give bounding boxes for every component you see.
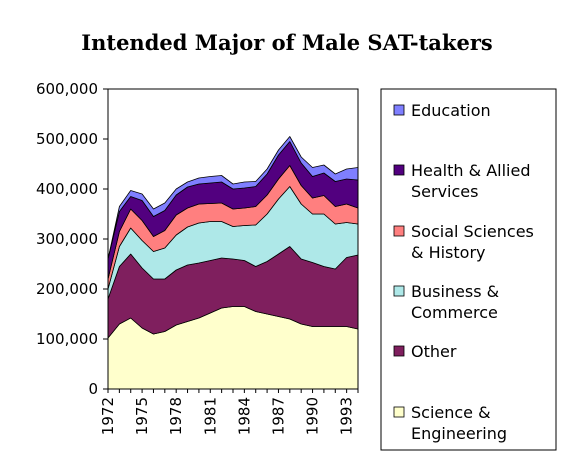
legend: Education Health & Allied Services Social S… (380, 88, 557, 451)
legend-swatch-health-allied-services (393, 164, 405, 176)
legend-label-social-sciences-history: & History (411, 243, 485, 262)
y-tick-label: 600,000 (36, 80, 98, 98)
legend-swatch-other (393, 345, 405, 357)
legend-swatch-business-commerce (393, 285, 405, 297)
y-tick-label: 100,000 (36, 330, 98, 348)
legend-swatch-science-engineering (393, 406, 405, 418)
legend-label-science-engineering: Science & (411, 403, 491, 422)
y-tick-label: 400,000 (36, 180, 98, 198)
legend-label-social-sciences-history: Social Sciences (411, 222, 534, 241)
legend-label-business-commerce: Business & (411, 282, 499, 301)
y-tick-label: 500,000 (36, 130, 98, 148)
chart-title: Intended Major of Male SAT-takers (81, 30, 492, 55)
legend-label-education: Education (411, 101, 491, 120)
x-tick-label: 1993 (338, 397, 356, 435)
x-tick-label: 1972 (99, 397, 117, 435)
legend-swatch-social-sciences-history (393, 225, 405, 237)
x-tick-label: 1987 (270, 397, 288, 435)
legend-label-other: Other (411, 342, 457, 361)
legend-label-business-commerce: Commerce (411, 303, 498, 322)
x-tick-label: 1984 (235, 397, 253, 435)
x-axis: 1972 1975 1978 1981 1984 1987 1990 1993 (99, 389, 359, 435)
legend-label-health-allied-services: Health & Allied (411, 161, 530, 180)
plot-area (107, 88, 359, 390)
x-tick-label: 1975 (133, 397, 151, 435)
legend-box (380, 88, 557, 451)
y-tick-label: 200,000 (36, 280, 98, 298)
y-axis: 0 100,000 200,000 300,000 400,000 500,000 600,… (36, 80, 108, 398)
x-tick-label: 1990 (304, 397, 322, 435)
y-tick-label: 300,000 (36, 230, 98, 248)
y-tick-label: 0 (88, 380, 98, 398)
legend-swatch-education (393, 104, 405, 116)
legend-label-health-allied-services: Services (411, 182, 478, 201)
x-tick-label: 1978 (167, 397, 185, 435)
legend-label-science-engineering: Engineering (411, 424, 507, 443)
x-tick-label: 1981 (201, 397, 219, 435)
